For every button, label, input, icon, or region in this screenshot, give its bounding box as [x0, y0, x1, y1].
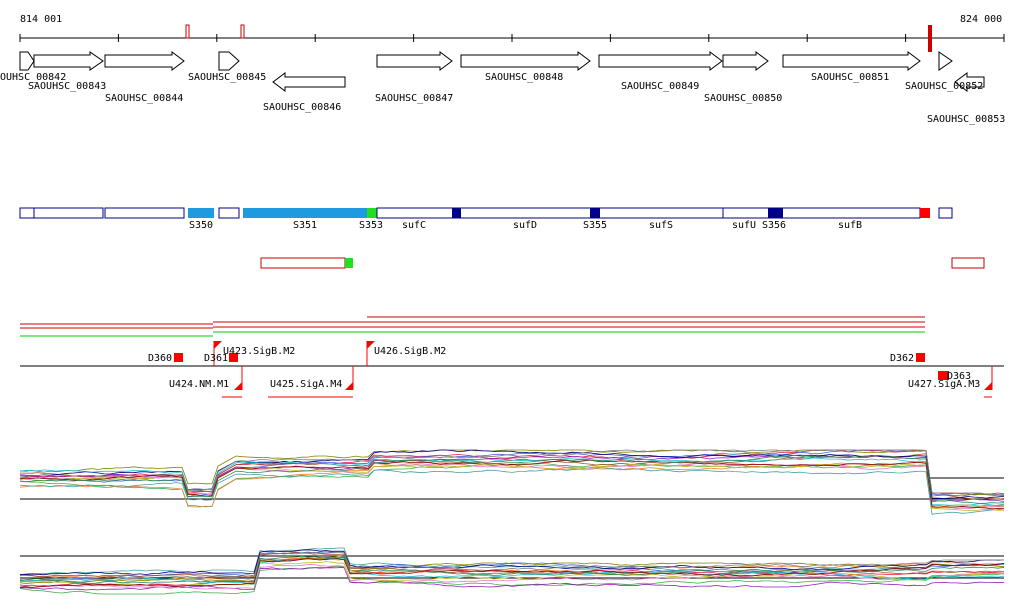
- segment-label: S353: [359, 220, 383, 231]
- promoter-label: D361: [204, 353, 228, 364]
- expression-line: [19, 557, 1005, 585]
- ruler-end: 824 000: [960, 14, 1002, 25]
- segment-label: S355: [583, 220, 607, 231]
- expression-line: [19, 467, 1005, 515]
- expression-line: [19, 551, 1005, 582]
- segment-label: sufS: [649, 220, 673, 231]
- expression-line: [19, 549, 1005, 576]
- gene-label: SAOUHSC_00845: [188, 72, 266, 83]
- promoter-label: D360: [148, 353, 172, 364]
- expression-line: [19, 459, 1005, 510]
- segment-label: S351: [293, 220, 317, 231]
- expression-line: [19, 461, 1005, 508]
- segment-label: sufC: [402, 220, 426, 231]
- expression-line: [19, 555, 1005, 585]
- genes: OUHSC_00842 SAOUHSC_00843 SAOUHSC_00844 …: [0, 51, 1005, 125]
- expression-line: [19, 561, 1005, 587]
- expression-line: [20, 453, 1005, 500]
- gene-label: SAOUHSC_00844: [105, 93, 183, 104]
- promoter-label: U423.SigB.M2: [223, 346, 295, 357]
- expression-line: [19, 463, 1005, 509]
- expression-tracks: [19, 449, 1005, 595]
- promoter-label: U426.SigB.M2: [374, 346, 446, 357]
- expression-line: [19, 457, 1005, 507]
- gene-label: SAOUHSC_00850: [704, 93, 782, 104]
- segment-label: sufD: [513, 220, 537, 231]
- expression-line: [19, 462, 1005, 510]
- segment-label: S356: [762, 220, 786, 231]
- expression-line: [19, 564, 1005, 590]
- gene-label: SAOUHSC_00847: [375, 93, 453, 104]
- promoter-label: U424.NM.M1: [169, 379, 229, 390]
- segments: S350 S351 S353 sufC sufD S355 sufS sufU …: [19, 207, 985, 269]
- gene-label: SAOUHSC_00853: [927, 114, 1005, 125]
- gene-label: SAOUHSC_00849: [621, 81, 699, 92]
- expression-line: [19, 454, 1005, 504]
- ruler-start: 814 001: [20, 14, 62, 25]
- segment-label: S350: [189, 220, 213, 231]
- transcripts: [20, 316, 925, 337]
- gene-label: SAOUHSC_00846: [263, 102, 341, 113]
- gene-label: SAOUHSC_00848: [485, 72, 563, 83]
- gene-label: SAOUHSC_00843: [28, 81, 106, 92]
- promoter-label: D363: [947, 371, 971, 382]
- gene-label: SAOUHSC_00852: [905, 81, 983, 92]
- expression-line: [19, 449, 1005, 496]
- expression-line: [19, 554, 1005, 584]
- segment-label: sufU: [732, 220, 756, 231]
- expression-line: [19, 566, 1005, 591]
- expression-line: [19, 565, 1005, 595]
- promoter-label: U425.SigA.M4: [270, 379, 342, 390]
- gene-label: SAOUHSC_00851: [811, 72, 889, 83]
- ruler: 814 001 824 000: [19, 14, 1005, 52]
- gene-label: OUHSC_00842: [0, 72, 66, 83]
- promoters: D360 D361 U423.SigB.M2 U426.SigB.M2 D362…: [20, 341, 1004, 398]
- promoter-label: U427.SigA.M3: [908, 379, 980, 390]
- segment-label: sufB: [838, 220, 862, 231]
- expression-line: [19, 556, 1005, 587]
- promoter-label: D362: [890, 353, 914, 364]
